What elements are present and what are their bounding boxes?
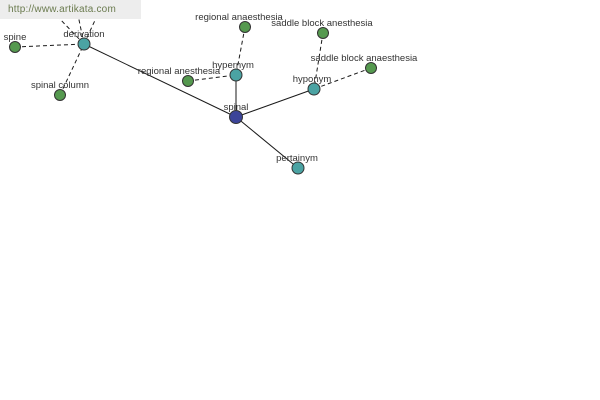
graph-edge-saddle-block-anaesthesia-hyponym [313, 67, 372, 90]
url-text: http://www.artikata.com [8, 4, 116, 15]
graph-edge-regional-anesthesia-hypernym [187, 74, 237, 82]
node-label-spinal-column: spinal column [31, 80, 89, 91]
graph-node-pertainym[interactable] [291, 161, 305, 175]
graph-node-spine[interactable] [9, 41, 21, 53]
graph-node-hyponym[interactable] [307, 82, 321, 96]
url-bar: http://www.artikata.com [0, 0, 141, 19]
graph-node-regional-anaesthesia[interactable] [239, 21, 251, 33]
node-label-derivation: derivation [63, 29, 104, 40]
graph-node-hypernym[interactable] [229, 68, 243, 82]
graph-node-spinal-column[interactable] [54, 89, 66, 101]
graph-edge-regional-anaesthesia-hypernym [235, 26, 246, 76]
graph-node-saddle-block-anaesthesia[interactable] [365, 62, 377, 74]
graph-node-spinal[interactable] [229, 110, 243, 124]
graph-edge-pertainym-spinal [235, 116, 299, 169]
graph-edge-stub-derivation [83, 15, 98, 45]
node-label-saddle-block-anaesthesia: saddle block anaesthesia [311, 53, 418, 64]
graph-edge-saddle-block-anesthesia-hyponym [313, 32, 324, 90]
node-label-hypernym: hypernym [212, 60, 254, 71]
graph-node-saddle-block-anesthesia[interactable] [317, 27, 329, 39]
graph-edge-hyponym-spinal [235, 88, 315, 118]
node-label-hyponym: hyponym [293, 74, 332, 85]
graph-edge-stub-derivation [77, 14, 85, 45]
node-label-regional-anaesthesia: regional anaesthesia [195, 12, 283, 23]
node-label-saddle-block-anesthesia: saddle block anesthesia [271, 18, 373, 29]
graph-node-derivation[interactable] [77, 37, 91, 51]
graph-edge-spinal-column-derivation [59, 43, 85, 96]
graph-node-regional-anesthesia[interactable] [182, 75, 194, 87]
graph-edge-spine-derivation [14, 43, 85, 48]
graph-edge-derivation-spinal [83, 43, 237, 118]
node-label-spine: spine [4, 32, 27, 43]
node-label-pertainym: pertainym [276, 153, 318, 164]
node-label-spinal: spinal [224, 102, 249, 113]
node-label-regional-anesthesia: regional anesthesia [138, 66, 221, 77]
